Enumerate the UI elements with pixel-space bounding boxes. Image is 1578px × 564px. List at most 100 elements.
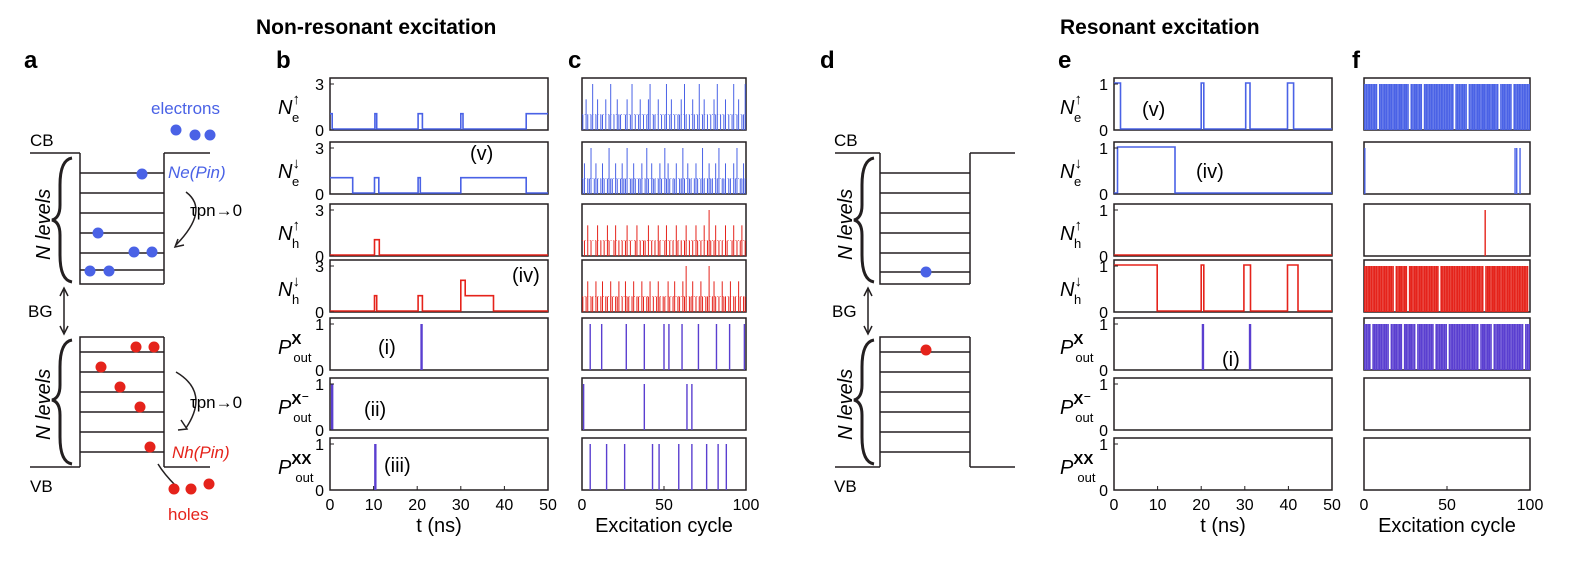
plot-frame (1363, 437, 1531, 491)
chart-row-f-1 (1363, 141, 1531, 195)
series-line (1114, 82, 1332, 130)
bg-label: BG (28, 302, 53, 321)
plot-frame (329, 141, 549, 195)
plot-frame (329, 203, 549, 257)
y-tick-label: 1 (1099, 203, 1108, 220)
plot-frame (1113, 77, 1333, 131)
chart-row-b-2: 0 3 N↑ h (278, 203, 549, 266)
electrons-label: electrons (151, 99, 220, 118)
x-tick-label: 50 (1438, 497, 1456, 514)
chart-row-e-3: 0 1 N↓ h (1060, 259, 1333, 322)
vb-label-d: VB (834, 477, 857, 496)
cb-label: CB (30, 131, 54, 150)
n-levels-lower: N levels (33, 369, 55, 440)
hole-dot (144, 441, 156, 453)
tau-lower-label: τpn→0 (190, 393, 242, 412)
upper-band-edge (79, 153, 164, 285)
annotation-label: (iv) (512, 265, 540, 287)
panel-label-a: a (24, 47, 38, 74)
row-label: N↑ h (278, 217, 300, 251)
hole-dot (148, 341, 160, 353)
x-axis-label: t (ns) (1200, 515, 1246, 537)
plot-frame (329, 437, 549, 491)
electron-dot (204, 129, 216, 141)
lower-band-edge (79, 336, 164, 467)
x-tick-label: 0 (1360, 497, 1369, 514)
annotation-label: (iii) (384, 455, 411, 477)
y-tick-label: 0 (1099, 187, 1108, 204)
plot-frame (1113, 377, 1333, 431)
y-tick-label: 0 (315, 187, 324, 204)
x-tick-label: 0 (1110, 497, 1119, 514)
x-tick-label: 100 (733, 497, 760, 514)
y-tick-label: 0 (315, 123, 324, 140)
row-label: PX out (1060, 331, 1094, 365)
plot-frame (581, 259, 747, 313)
y-tick-label: 1 (315, 377, 324, 394)
plot-frame (329, 77, 549, 131)
x-axis-label: Excitation cycle (595, 515, 733, 537)
annotation-label: (i) (1222, 349, 1240, 371)
relax-arrow-upper (175, 191, 197, 246)
panel-label-b: b (276, 47, 291, 74)
plot-frame (1363, 377, 1531, 431)
y-tick-label: 0 (1099, 363, 1108, 380)
row-label: N↓ h (1060, 273, 1082, 307)
chart-row-f-5 (1363, 377, 1531, 431)
chart-row-b-0: 0 3 N↑ e (278, 77, 549, 140)
chart-row-e-2: 0 1 N↑ h (1060, 203, 1333, 266)
y-tick-label: 0 (1099, 305, 1108, 322)
holes-label: holes (168, 505, 209, 524)
row-label: N↓ e (1060, 155, 1082, 189)
y-tick-label: 1 (1099, 77, 1108, 94)
electrons-group (84, 124, 216, 277)
row-label: N↑ h (1060, 217, 1082, 251)
panel-label-d: d (820, 47, 835, 74)
chart-row-e-0: 0 1 N↑ e (1060, 77, 1333, 140)
electron-dot (128, 246, 140, 258)
y-tick-label: 1 (1099, 317, 1108, 334)
electron-dot (146, 246, 158, 258)
series-line (330, 112, 548, 130)
y-tick-label: 0 (1099, 249, 1108, 266)
annotation-label: (ii) (364, 399, 386, 421)
n-levels-upper: N levels (33, 189, 55, 260)
y-tick-label: 0 (1099, 483, 1108, 500)
y-tick-label: 0 (1099, 123, 1108, 140)
heading-resonant: Resonant excitation (1060, 16, 1260, 39)
x-axis-label: Excitation cycle (1378, 515, 1516, 537)
panel-label-e: e (1058, 47, 1071, 74)
row-label: N↑ e (1060, 91, 1082, 125)
plot-frame (1113, 317, 1333, 371)
chart-row-c-4 (581, 317, 747, 371)
series-line (330, 238, 548, 256)
y-tick-label: 1 (315, 437, 324, 454)
electron-dot-d (920, 266, 932, 278)
chart-row-c-3 (581, 259, 747, 313)
y-tick-label: 0 (315, 249, 324, 266)
bg-label-d: BG (832, 302, 857, 321)
chart-row-b-5: 0 1PX⁻ out (278, 377, 549, 440)
ne-pin-label: Ne(Pin) (168, 163, 226, 182)
chart-row-e-4: 0 1 PX out (1060, 317, 1333, 380)
hole-dot (185, 483, 197, 495)
y-tick-label: 3 (315, 259, 324, 276)
plot-frame (581, 141, 747, 195)
chart-row-f-0 (1363, 77, 1531, 131)
series-line (1114, 264, 1332, 312)
y-tick-label: 1 (1099, 437, 1108, 454)
panel-label-c: c (568, 47, 581, 74)
chart-row-b-1: 0 3 N↓ e (278, 141, 549, 204)
y-tick-label: 3 (315, 141, 324, 158)
chart-row-c-5 (581, 377, 747, 431)
chart-row-f-4 (1363, 317, 1531, 371)
plot-frame (1113, 141, 1333, 195)
electron-dot (92, 227, 104, 239)
y-tick-label: 0 (315, 363, 324, 380)
plot-frame (581, 377, 747, 431)
chart-row-c-1 (581, 141, 747, 195)
